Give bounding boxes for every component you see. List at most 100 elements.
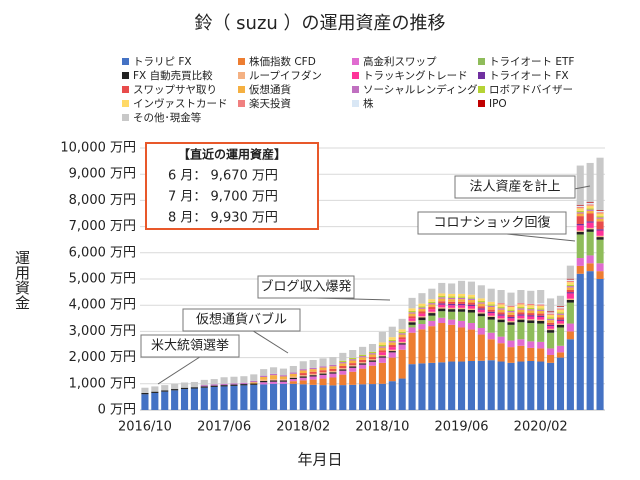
bar-segment <box>507 347 515 363</box>
bar-segment <box>299 373 307 376</box>
bar-segment <box>467 323 475 330</box>
bar-segment <box>329 364 337 367</box>
y-tick-label: 2,000 万円 <box>69 350 136 365</box>
bar-segment <box>596 157 604 211</box>
bar-segment <box>448 293 456 297</box>
bar-segment <box>537 308 545 310</box>
legend-swatch <box>478 86 485 93</box>
bar-segment <box>537 290 545 304</box>
bar-segment <box>309 359 317 368</box>
legend-swatch <box>352 100 359 107</box>
bar-segment <box>497 315 505 319</box>
bar-segment <box>497 304 505 308</box>
bar-segment <box>556 308 565 310</box>
bar-segment <box>467 305 475 309</box>
bar-segment <box>586 255 594 264</box>
bar-segment <box>230 384 238 386</box>
bar-segment <box>408 313 416 317</box>
bar-segment <box>408 316 416 319</box>
bar-segment <box>339 365 347 369</box>
y-axis-title: 運用資金 <box>13 250 31 310</box>
bar-segment <box>566 286 574 288</box>
annotation-box <box>417 211 567 235</box>
bar-segment <box>556 295 565 307</box>
bar-segment <box>497 308 505 310</box>
y-tick-label: 6,000 万円 <box>69 245 136 260</box>
bar-segment <box>566 302 574 324</box>
bar-segment <box>260 376 268 380</box>
bar-segment <box>210 384 218 386</box>
bar-segment <box>378 331 386 343</box>
legend-label: トライオート FX <box>489 70 569 82</box>
bar-segment <box>556 345 565 353</box>
bar-segment <box>566 287 574 291</box>
bar-segment <box>428 313 436 316</box>
x-tick-label: 2016/10 <box>118 420 172 435</box>
bar-segment <box>507 362 515 410</box>
bar-segment <box>438 297 446 299</box>
bar-segment <box>299 384 307 410</box>
bar-segment <box>240 382 248 385</box>
bar-segment <box>467 299 475 303</box>
bar-segment <box>378 342 386 346</box>
bar-segment <box>487 307 495 310</box>
bar-segment <box>596 229 604 231</box>
bar-segment <box>210 379 218 385</box>
bar-segment <box>477 316 485 328</box>
info-box-line: 8 月： 9,930 万円 <box>168 211 278 226</box>
bar-segment <box>517 315 525 319</box>
bar-segment <box>477 360 485 410</box>
bar-segment <box>576 205 584 207</box>
bar-segment <box>467 304 475 306</box>
bar-segment <box>319 373 327 375</box>
bar-segment <box>586 227 594 230</box>
bar-segment <box>339 362 347 364</box>
bar-segment <box>368 343 377 352</box>
bar-segment <box>576 212 584 214</box>
bar-segment <box>250 380 258 383</box>
bar-segment <box>527 305 535 308</box>
bar-segment <box>378 352 386 355</box>
info-box-line: 7 月： 9,700 万円 <box>168 190 278 205</box>
bar-segment <box>418 313 426 317</box>
bar-segment <box>339 370 347 375</box>
bar-segment <box>467 297 475 299</box>
bar-segment <box>556 352 565 358</box>
bar-segment <box>477 298 485 302</box>
bar-segment <box>359 354 367 357</box>
y-tick-label: 8,000 万円 <box>69 193 136 208</box>
bar-segment <box>418 324 426 330</box>
bar-segment <box>586 162 594 203</box>
bar-segment <box>527 315 535 317</box>
bar-segment <box>596 230 604 236</box>
bar-segment <box>240 376 248 383</box>
bar-segment <box>388 381 396 410</box>
bar-segment <box>378 346 386 348</box>
bar-segment <box>497 314 505 316</box>
bar-segment <box>378 345 386 347</box>
bar-segment <box>576 165 584 205</box>
bar-segment <box>329 372 337 374</box>
bar-segment <box>349 366 357 368</box>
annotation: ブログ収入爆発 <box>260 279 351 295</box>
bar-segment <box>477 301 485 303</box>
legend-swatch <box>238 86 245 93</box>
bar-segment <box>408 322 416 325</box>
bar-segment <box>378 347 386 351</box>
legend-swatch <box>122 114 129 121</box>
bar-segment <box>270 379 278 381</box>
bar-segment <box>448 305 456 308</box>
bar-segment <box>349 360 357 364</box>
bar-segment <box>467 361 475 410</box>
bar-segment <box>319 385 327 410</box>
bar-segment <box>487 360 495 410</box>
bar-segment <box>398 333 406 335</box>
bar-segment <box>190 387 198 389</box>
bar-segment <box>220 377 228 384</box>
bar-segment <box>398 337 406 340</box>
bar-segment <box>457 303 466 306</box>
bar-segment <box>596 218 604 222</box>
bar-segment <box>497 336 505 344</box>
bar-segment <box>448 309 456 312</box>
bar-segment <box>457 280 466 294</box>
